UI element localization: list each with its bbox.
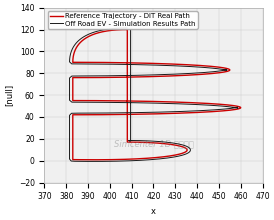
Text: Simcenter 1D 系统仿真: Simcenter 1D 系统仿真	[113, 139, 193, 148]
Legend: Reference Trajectory - DIT Real Path, Off Road EV - Simulation Results Path: Reference Trajectory - DIT Real Path, Of…	[48, 11, 198, 29]
X-axis label: x: x	[151, 207, 156, 216]
Y-axis label: [null]: [null]	[4, 84, 13, 106]
